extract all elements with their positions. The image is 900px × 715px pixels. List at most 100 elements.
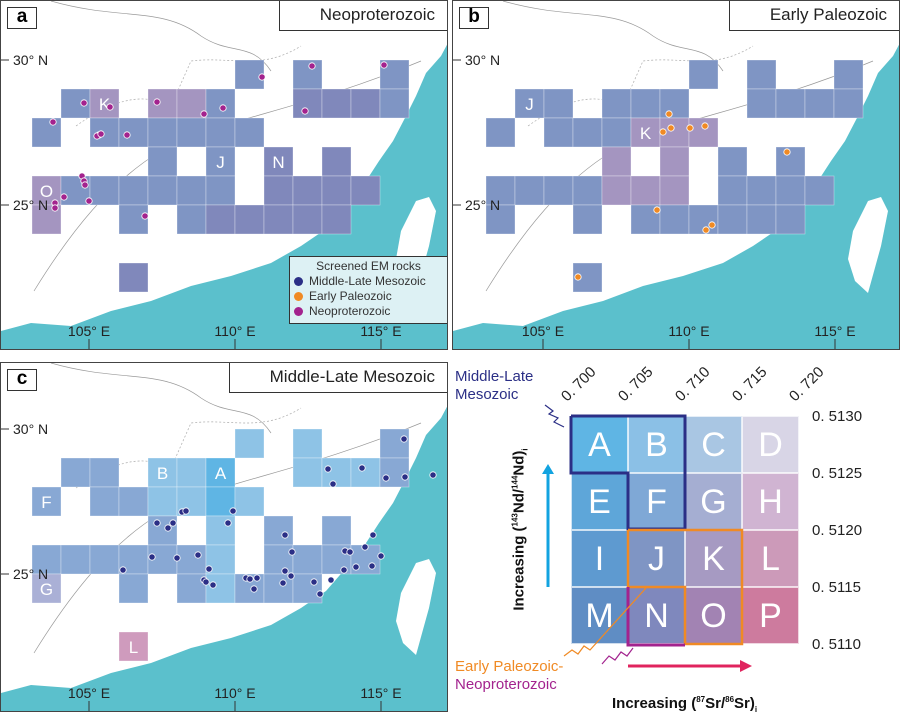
grid-cell	[176, 117, 207, 148]
grid-cell	[601, 146, 632, 177]
grid-cell	[804, 88, 835, 119]
sample-dot	[80, 99, 88, 107]
legend-item: Neoproterozoic	[294, 304, 443, 319]
sample-dot	[60, 193, 68, 201]
grid-cell	[717, 204, 748, 235]
grid-cell	[350, 457, 381, 488]
panel-title: Early Paleozoic	[728, 1, 899, 31]
grid-cell	[205, 88, 236, 119]
sample-dot	[329, 480, 337, 488]
grid-cell	[688, 59, 719, 90]
sample-dot	[106, 103, 114, 111]
grid-cell	[147, 486, 178, 517]
grid-cell	[775, 88, 806, 119]
grid-cell	[118, 631, 149, 662]
lon-label: 105° E	[522, 323, 564, 339]
sample-dot	[169, 519, 177, 527]
cell-label: F	[41, 493, 51, 512]
grid-cell	[321, 457, 352, 488]
sample-dot	[49, 118, 57, 126]
cell-label: G	[40, 580, 53, 599]
grid-cell	[292, 457, 323, 488]
early-paleozoic-outline	[626, 528, 744, 646]
grid-cell	[147, 146, 178, 177]
lat-label: 25° N	[13, 197, 48, 213]
grid-cell	[746, 59, 777, 90]
grid-cell	[630, 175, 661, 206]
grid-cell	[321, 204, 352, 235]
sample-dot	[401, 473, 409, 481]
grid-cell	[31, 573, 62, 604]
cell-label: O	[40, 182, 53, 201]
grid-cell	[31, 117, 62, 148]
grid-cell	[292, 428, 323, 459]
grid-cell	[292, 544, 323, 575]
panel-label: c	[7, 369, 37, 391]
sample-dot	[141, 212, 149, 220]
sample-dot	[358, 464, 366, 472]
grid-cell	[147, 88, 178, 119]
matrix-cell-I: I	[571, 530, 628, 587]
grid-cell	[572, 117, 603, 148]
matrix-cell-P: P	[742, 587, 799, 644]
grid-cell	[775, 204, 806, 235]
x-axis-label: Increasing (87Sr/86Sr)i	[612, 695, 758, 714]
lat-label: 30° N	[465, 52, 500, 68]
grid-cell	[717, 146, 748, 177]
grid-cell	[60, 457, 91, 488]
nd-tick-label: 0. 5120	[812, 522, 863, 539]
grid-cell	[89, 175, 120, 206]
nd-tick-label: 0. 5110	[812, 636, 861, 653]
grid-cell	[379, 88, 410, 119]
grid-cell	[263, 515, 294, 546]
legend: Screened EM rocks Middle-Late Mesozoic E…	[289, 256, 447, 324]
matrix-cell-C: C	[685, 416, 742, 473]
sample-dot	[153, 519, 161, 527]
sea	[453, 44, 899, 349]
sample-dot	[369, 531, 377, 539]
sample-dot	[310, 578, 318, 586]
boundary-line	[502, 1, 724, 72]
grid-cell	[89, 486, 120, 517]
grid-cell	[176, 457, 207, 488]
cell-label: L	[129, 638, 138, 657]
matrix-cell-B: B	[628, 416, 685, 473]
nd-tick-label: 0. 5130	[812, 408, 863, 425]
grid-cell	[292, 175, 323, 206]
cell-label: N	[272, 153, 284, 172]
grid-cell	[485, 204, 516, 235]
sample-dot	[400, 435, 408, 443]
grid-cell	[118, 175, 149, 206]
dot-icon	[294, 277, 303, 286]
sample-dot	[380, 61, 388, 69]
sample-dot	[281, 531, 289, 539]
matrix-overlay	[542, 404, 752, 672]
grid-cell	[234, 486, 265, 517]
grid-cell	[147, 457, 178, 488]
grid-cell	[176, 544, 207, 575]
map-panel-a: K J N O 30° N 25° N 105° E 110° E 115° E a Neopr…	[0, 0, 448, 350]
grid-cell	[350, 175, 381, 206]
matrix-cell-L: L	[742, 530, 799, 587]
taiwan-island	[848, 197, 888, 293]
lon-label: 110° E	[668, 323, 709, 339]
sample-dot	[200, 110, 208, 118]
grid-cell	[659, 175, 690, 206]
grid-cell	[543, 175, 574, 206]
grid-cell	[833, 88, 864, 119]
grid-cell	[89, 544, 120, 575]
matrix-cell-N: N	[628, 587, 685, 644]
grid-cell	[543, 117, 574, 148]
grid-cell	[118, 486, 149, 517]
grid-cell	[147, 117, 178, 148]
legend-title: Screened EM rocks	[316, 259, 421, 273]
matrix-cell-M: M	[571, 587, 628, 644]
grid-cell	[350, 88, 381, 119]
sample-dot	[368, 562, 376, 570]
grid-cell	[263, 573, 294, 604]
legend-item: Middle-Late Mesozoic	[294, 274, 443, 289]
grid-cell	[118, 204, 149, 235]
grid-cell	[118, 117, 149, 148]
group-label-mesozoic: Middle-Late Mesozoic	[455, 368, 534, 403]
grid-cell	[292, 204, 323, 235]
